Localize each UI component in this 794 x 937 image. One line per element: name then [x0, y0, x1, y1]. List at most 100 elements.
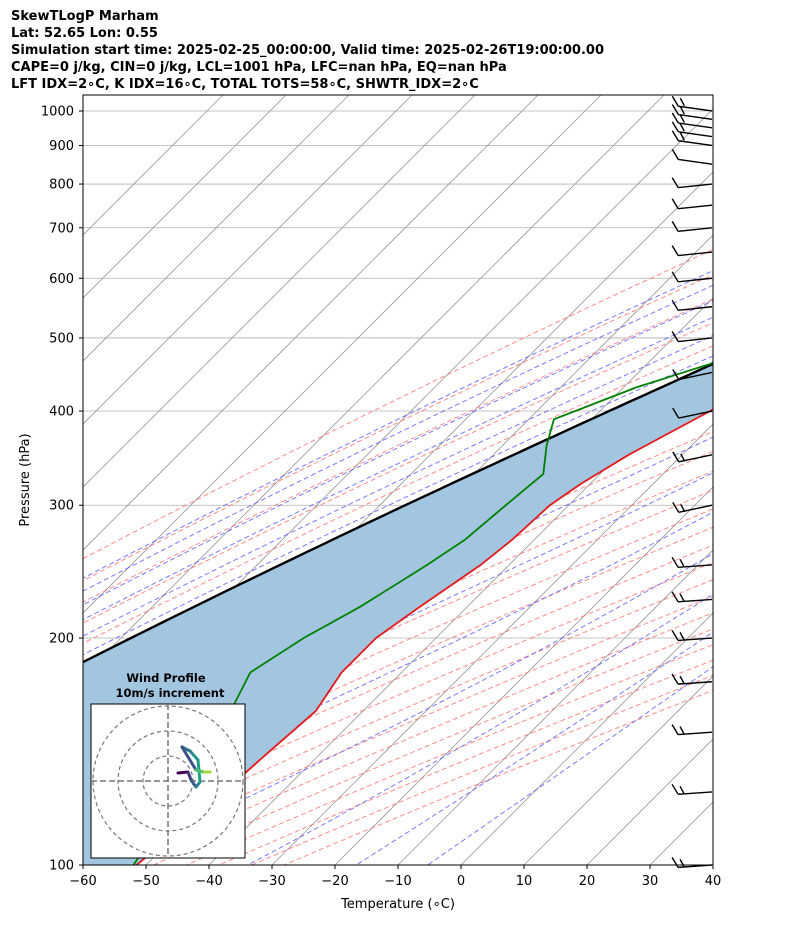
- wind-barb: [671, 857, 713, 869]
- wind-barb: [671, 299, 713, 311]
- wind-barb: [672, 369, 713, 381]
- wind-barb-flag: [679, 859, 685, 868]
- wind-barb: [671, 783, 713, 795]
- y-tick-label: 900: [49, 139, 74, 154]
- x-tick-label: 0: [457, 874, 465, 889]
- chart-title-block: SkewTLogP Marham Lat: 52.65 Lon: 0.55 Si…: [11, 8, 604, 93]
- wind-barb-flag: [680, 453, 686, 462]
- hodograph-segment: [176, 770, 190, 775]
- wind-barb-staff: [678, 306, 713, 311]
- hodograph-segment: [188, 749, 200, 762]
- wind-barb-flag: [672, 407, 680, 419]
- moist-adiabat-line: [83, 270, 713, 579]
- isotherm-line: [208, 360, 713, 865]
- x-tick-label: −40: [195, 874, 222, 889]
- wind-barb-flag: [679, 114, 685, 123]
- y-tick-label: 500: [49, 331, 74, 346]
- wind-barb: [671, 149, 713, 165]
- wind-barb: [671, 245, 713, 257]
- x-axis-label: Temperature (∘C): [340, 897, 455, 912]
- wind-profile-inset: Wind Profile 10m/s increment: [90, 671, 246, 859]
- wind-barb-flag: [679, 106, 685, 115]
- wind-barb-flag: [671, 299, 679, 311]
- wind-barb: [671, 95, 713, 112]
- axes: −60 −50 −40 −30 −20 −10 0 10 20 30 40 1000 900 800 700…: [41, 104, 721, 889]
- dry-adiabat-line: [120, 612, 713, 865]
- wind-barb-staff: [678, 277, 713, 283]
- wind-barb-flag: [679, 123, 685, 132]
- wind-barb-flag: [671, 630, 679, 641]
- wind-barb-flag: [671, 104, 679, 115]
- wind-barb-staff: [678, 251, 713, 257]
- dry-adiabat-line: [185, 644, 713, 865]
- wind-barb: [672, 451, 713, 463]
- wind-barb-flag: [672, 369, 680, 380]
- wind-barb-flag: [679, 632, 685, 641]
- mixing-ratio-lines: [756, 95, 794, 278]
- wind-barb: [671, 673, 713, 685]
- wind-barb-flag: [671, 177, 679, 188]
- wind-barb: [671, 112, 713, 129]
- isotherm-line: [397, 549, 713, 865]
- wind-barb: [671, 121, 713, 138]
- isotherm-line: [83, 95, 224, 236]
- wind-barb-flag: [671, 331, 679, 342]
- wind-barb: [671, 556, 713, 569]
- isotherm-line: [649, 801, 713, 865]
- dewpoint-profile-line: [132, 362, 713, 865]
- inset-title: Wind Profile: [126, 671, 206, 685]
- x-tick-label: −20: [321, 874, 348, 889]
- x-tick-label: 10: [516, 874, 533, 889]
- wind-barb-flag: [671, 857, 679, 868]
- wind-barb-flag: [671, 121, 679, 133]
- isotherm-line: [334, 486, 713, 865]
- wind-barb: [671, 724, 713, 736]
- isotherm-line: [83, 95, 476, 488]
- wind-barb: [671, 220, 713, 233]
- moist-adiabat-line: [83, 316, 713, 621]
- wind-barb-staff: [678, 410, 713, 419]
- isotherm-line: [712, 864, 713, 865]
- wind-barb-flag: [679, 132, 685, 141]
- isotherm-line: [83, 95, 602, 614]
- isotherm-line: [83, 95, 665, 677]
- wind-barb: [671, 177, 713, 189]
- y-axis-label: Pressure (hPa): [18, 433, 33, 526]
- station-location: Lat: 52.65 Lon: 0.55: [11, 26, 158, 41]
- wind-barb-staff: [678, 122, 713, 129]
- y-tick-label: 1000: [41, 104, 74, 119]
- x-tick-label: 20: [579, 874, 596, 889]
- y-tick-label: 300: [49, 499, 74, 514]
- wind-barb-flag: [671, 149, 679, 160]
- dry-adiabat-line: [83, 561, 713, 838]
- wind-barb-staff: [678, 105, 713, 112]
- hodograph: [91, 704, 245, 858]
- x-tick-label: 40: [705, 874, 722, 889]
- wind-barb-staff: [678, 131, 713, 138]
- wind-barb-flag: [679, 558, 685, 568]
- wind-barb-staff: [678, 371, 713, 381]
- wind-barb-staff: [678, 158, 713, 165]
- wind-barb-staff: [678, 204, 713, 210]
- dry-adiabat-line: [83, 298, 713, 603]
- isotherm-line: [460, 612, 713, 865]
- stability-indices-2: LFT IDX=2∘C, K IDX=16∘C, TOTAL TOTS=58∘C…: [11, 77, 479, 92]
- chart-title: SkewTLogP Marham: [11, 9, 159, 24]
- wind-barb-flag: [671, 112, 679, 124]
- wind-barb-flag: [672, 451, 680, 463]
- x-tick-label: −50: [132, 874, 159, 889]
- wind-barb-flag: [672, 501, 680, 513]
- y-tick-label: 400: [49, 405, 74, 420]
- isotherm-line: [83, 95, 287, 299]
- wind-barb-flag: [671, 673, 679, 685]
- x-tick-label: −60: [69, 874, 96, 889]
- wind-barb-flag: [671, 245, 679, 256]
- moist-adiabat-line: [83, 511, 713, 818]
- wind-barb: [671, 630, 713, 642]
- wind-barb-staff: [678, 227, 713, 233]
- dry-adiabat-line: [83, 345, 713, 644]
- x-tick-label: −30: [258, 874, 285, 889]
- dry-adiabat-line: [251, 674, 713, 865]
- isotherm-line: [83, 95, 350, 362]
